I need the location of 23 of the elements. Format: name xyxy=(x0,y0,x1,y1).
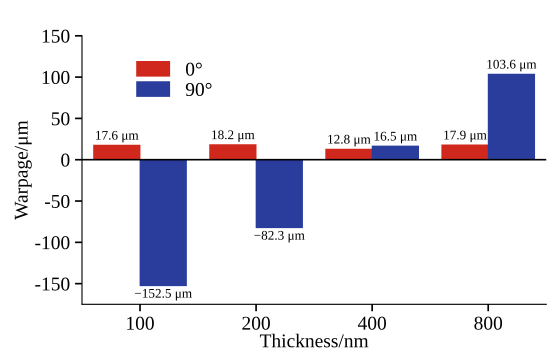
data-label: 17.9 μm xyxy=(444,130,487,142)
data-label: 103.6 μm xyxy=(487,60,536,72)
y-tick-label: 150 xyxy=(42,30,70,43)
y-tick-label: -150 xyxy=(35,277,70,291)
x-tick-label: 800 xyxy=(474,316,502,330)
y-tick-label: -50 xyxy=(44,194,70,208)
legend-label: 90° xyxy=(186,82,212,96)
data-label: 16.5 μm xyxy=(374,132,418,144)
data-label: 17.6 μm xyxy=(96,130,138,142)
x-tick-label: 100 xyxy=(127,316,154,330)
y-tick-label: -100 xyxy=(35,236,70,250)
legend-label: 0° xyxy=(186,62,202,76)
data-label: 12.8 μm xyxy=(328,134,371,146)
y-tick-label: 50 xyxy=(52,112,70,126)
data-label: −82.3 μm xyxy=(254,230,305,242)
data-label: −152.5 μm xyxy=(135,288,192,300)
x-tick-label: 200 xyxy=(242,316,270,330)
data-label: 18.2 μm xyxy=(212,130,255,142)
x-axis-title: Thickness/nm xyxy=(260,334,368,348)
y-tick-label: 0 xyxy=(61,154,70,167)
y-axis-title: Warpage/μm xyxy=(14,120,32,220)
x-tick-label: 400 xyxy=(358,316,386,330)
y-tick-label: 100 xyxy=(42,70,70,84)
